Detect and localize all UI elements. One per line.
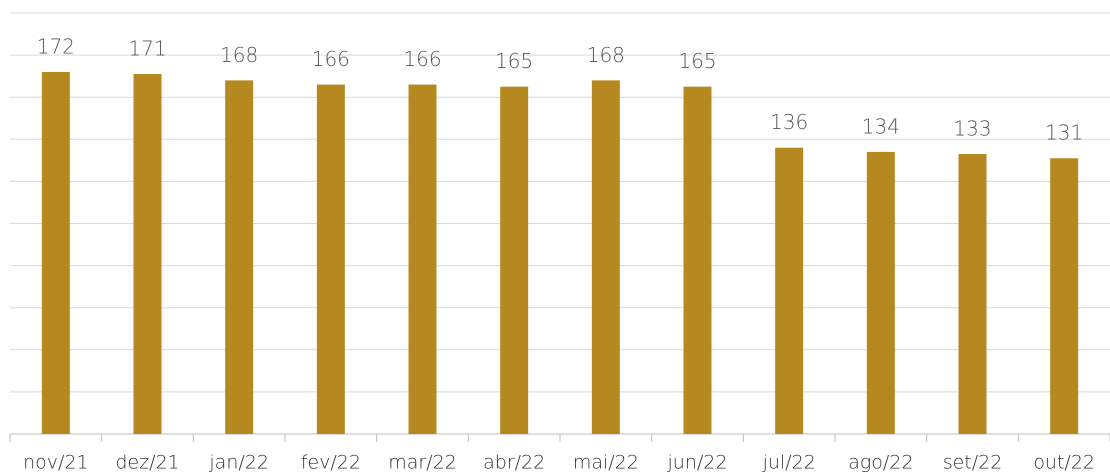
data-label: 168 bbox=[587, 43, 625, 67]
x-tick-label: jul/22 bbox=[762, 452, 816, 474]
data-label: 166 bbox=[312, 47, 350, 71]
data-label: 171 bbox=[128, 37, 166, 61]
x-tick-label: dez/21 bbox=[115, 452, 179, 474]
x-tick-label: jun/22 bbox=[667, 452, 728, 474]
bar bbox=[316, 84, 345, 434]
x-tick-label: abr/22 bbox=[483, 452, 545, 474]
x-tick-label: mai/22 bbox=[573, 452, 639, 474]
data-label: 168 bbox=[220, 43, 258, 67]
bar bbox=[683, 86, 712, 435]
data-label: 165 bbox=[678, 49, 716, 73]
data-label: 134 bbox=[862, 114, 900, 138]
data-label: 133 bbox=[953, 117, 991, 141]
data-label: 166 bbox=[403, 47, 441, 71]
x-tick-label: mar/22 bbox=[388, 452, 457, 474]
data-label: 165 bbox=[495, 49, 533, 73]
bar bbox=[1050, 158, 1079, 434]
bar bbox=[591, 80, 620, 435]
x-tick-label: nov/21 bbox=[23, 452, 89, 474]
bar bbox=[500, 86, 529, 435]
x-tick-label: fev/22 bbox=[301, 452, 361, 474]
data-label: 172 bbox=[37, 34, 75, 58]
bar bbox=[41, 71, 70, 434]
x-tick-label: ago/22 bbox=[848, 452, 913, 474]
x-tick-label: out/22 bbox=[1033, 452, 1095, 474]
x-tick-label: set/22 bbox=[943, 452, 1003, 474]
data-label: 131 bbox=[1045, 121, 1083, 145]
bar bbox=[775, 147, 804, 434]
bar bbox=[958, 154, 987, 434]
bar bbox=[408, 84, 437, 434]
data-label: 136 bbox=[770, 110, 808, 134]
x-tick-label: jan/22 bbox=[208, 452, 269, 474]
bar bbox=[866, 151, 895, 434]
bar bbox=[133, 74, 162, 435]
bar bbox=[225, 80, 254, 435]
